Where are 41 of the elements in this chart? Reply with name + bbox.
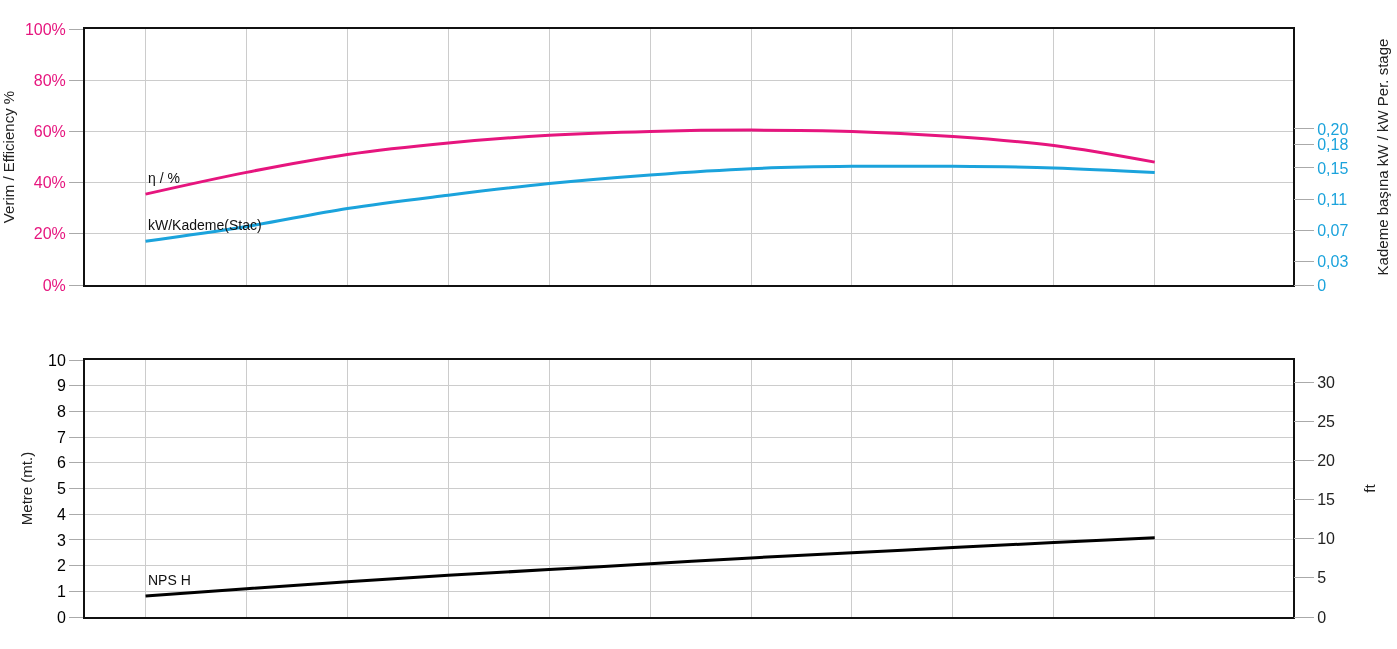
y2-tick-label: 0,20	[1317, 120, 1349, 138]
y2-tick-label: 0,07	[1317, 221, 1349, 239]
y2-tick-label: 0,18	[1317, 136, 1349, 154]
y-tick-label: 40%	[33, 174, 66, 192]
y2-axis-title: ft	[1361, 483, 1379, 493]
y2-tick-label: 15	[1317, 491, 1336, 509]
line-series	[144, 164, 1157, 243]
y-tick-label: 4	[56, 505, 66, 523]
series-label: NPS H	[148, 572, 191, 588]
y-tick-label: 7	[56, 428, 66, 446]
line-series	[144, 128, 1157, 196]
y-axis-title: Verim / Efficiency %	[0, 90, 17, 224]
y-tick-label: 100%	[24, 20, 66, 38]
y2-tick-label: 30	[1317, 373, 1336, 391]
series-label: η / %	[148, 170, 180, 186]
line-series	[144, 536, 1157, 598]
y2-tick-label: 20	[1317, 451, 1336, 469]
y-tick-label: 1	[56, 582, 66, 600]
y2-tick-label: 0,11	[1317, 190, 1348, 208]
series-label: kW/Kademe(Stac)	[148, 217, 262, 233]
y-tick-label: 3	[56, 531, 66, 549]
y2-tick-label: 0	[1317, 608, 1327, 626]
y2-tick-label: 0,03	[1317, 253, 1349, 271]
y-axis-title: Metre (mt.)	[17, 451, 35, 526]
y-tick-label: 9	[56, 377, 66, 395]
y2-tick-label: 0	[1317, 276, 1327, 294]
y-tick-label: 0	[56, 608, 66, 626]
y2-axis-title: Kademe başına kW / kW Per. stage	[1374, 38, 1392, 276]
y2-tick-label: 0,15	[1317, 159, 1349, 177]
y2-tick-label: 5	[1317, 569, 1327, 587]
y-tick-label: 6	[56, 454, 66, 472]
y-tick-label: 20%	[33, 225, 66, 243]
y-tick-label: 5	[56, 480, 66, 498]
y2-tick-label: 25	[1317, 412, 1336, 430]
y-tick-label: 8	[56, 403, 66, 420]
y2-tick-label: 10	[1317, 530, 1336, 548]
y-tick-label: 0%	[42, 276, 66, 294]
y-tick-label: 80%	[33, 71, 66, 89]
y-tick-label: 10	[48, 351, 66, 369]
y-tick-label: 2	[56, 557, 66, 575]
y-tick-label: 60%	[33, 123, 66, 140]
